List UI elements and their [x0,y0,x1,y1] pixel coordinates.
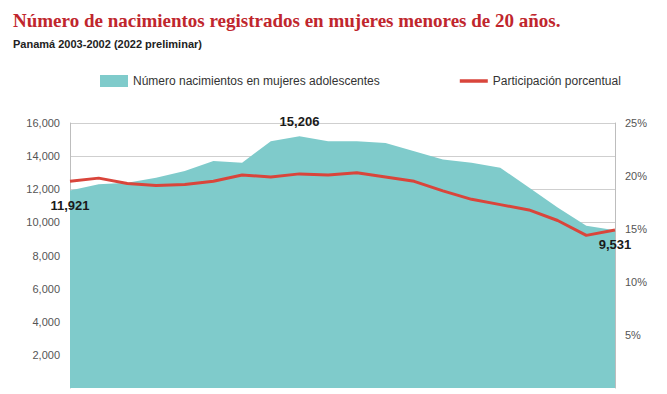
svg-text:11,921: 11,921 [50,198,89,213]
svg-text:25%: 25% [625,117,647,129]
svg-text:2,000: 2,000 [32,349,60,361]
svg-text:8,000: 8,000 [32,250,60,262]
svg-text:4,000: 4,000 [32,316,60,328]
svg-text:5%: 5% [625,329,641,341]
svg-text:Panamá 2003-2002 (2022 prelimi: Panamá 2003-2002 (2022 preliminar) [13,38,202,50]
svg-text:14,000: 14,000 [26,150,60,162]
svg-text:Participación porcentual: Participación porcentual [493,74,621,88]
svg-text:16,000: 16,000 [26,117,60,129]
svg-text:15%: 15% [625,223,647,235]
svg-text:10,000: 10,000 [26,216,60,228]
svg-text:15,206: 15,206 [280,114,320,129]
svg-text:6,000: 6,000 [32,283,60,295]
svg-text:9,531: 9,531 [599,237,632,252]
svg-text:Número de nacimientos registra: Número de nacimientos registrados en muj… [13,10,560,31]
svg-text:20%: 20% [625,170,647,182]
svg-text:12,000: 12,000 [26,183,60,195]
svg-text:Número nacimientos en mujeres: Número nacimientos en mujeres adolescent… [133,74,380,88]
svg-text:10%: 10% [625,276,647,288]
